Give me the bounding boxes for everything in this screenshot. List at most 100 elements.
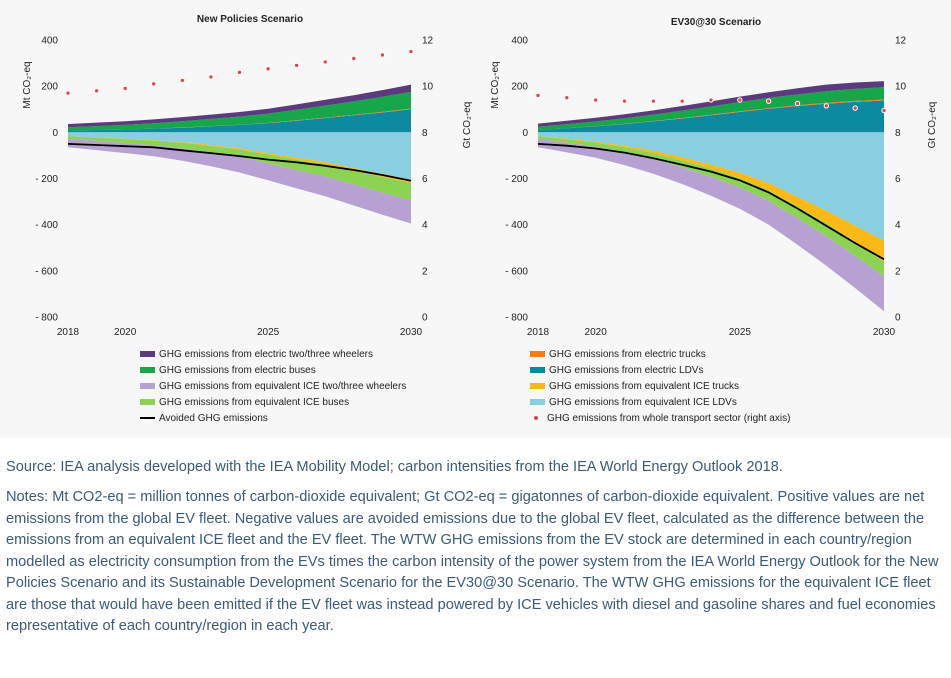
- legend-right-item: GHG emissions from whole transport secto…: [530, 410, 790, 426]
- area-ev-two-three-wheelers: [538, 81, 884, 127]
- y2-tick-label: 4: [422, 220, 428, 231]
- y2-axis-label: Gt CO₂-eq: [927, 102, 938, 149]
- legend-right-item: GHG emissions from equivalent ICE trucks: [530, 378, 790, 394]
- legend-left-swatch: [140, 417, 155, 419]
- x-tick-label: 2025: [729, 327, 752, 338]
- y2-tick-label: 2: [895, 266, 901, 277]
- legend-left-label: GHG emissions from electric two/three wh…: [159, 348, 373, 360]
- transport-dot: [708, 97, 714, 103]
- figure-panel: New Policies Scenario 400 200 0- 200- 400- …: [22, 14, 938, 426]
- transport-dot: [823, 103, 830, 109]
- legend-right-item: GHG emissions from electric LDVs: [530, 362, 790, 378]
- legend-right-swatch: [534, 416, 538, 420]
- legend-right-swatch: [530, 399, 545, 405]
- transport-dot: [650, 98, 657, 104]
- x-tick-label: 2020: [114, 327, 137, 338]
- y2-tick-label: 0: [422, 313, 428, 324]
- y-tick-label: - 400: [505, 220, 528, 231]
- y2-tick-label: 8: [422, 128, 428, 139]
- legend-right-swatch: [530, 383, 545, 389]
- x-tick-label: 2020: [585, 327, 608, 338]
- source-text: Source: IEA analysis developed with the …: [6, 459, 783, 475]
- y2-tick-label: 4: [895, 220, 901, 231]
- y2-tick-label: 12: [422, 36, 434, 47]
- y2-tick-label: 8: [895, 128, 901, 139]
- y2-tick-label: 0: [895, 313, 901, 324]
- legend-left-swatch: [140, 383, 155, 389]
- legend-right-item: GHG emissions from equivalent ICE LDVs: [530, 394, 790, 410]
- transport-dot: [179, 77, 186, 84]
- y-tick-label: - 600: [35, 266, 58, 277]
- transport-dot: [208, 74, 214, 80]
- transport-dot: [236, 69, 243, 76]
- y-tick-label: - 800: [505, 313, 528, 324]
- transport-dot: [65, 90, 71, 96]
- avoided-emissions-line: [537, 143, 885, 261]
- chart-title: New Policies Scenario: [197, 14, 303, 25]
- transport-dot: [621, 98, 628, 104]
- transport-dot: [379, 52, 386, 58]
- transport-dot: [679, 98, 685, 104]
- y2-axis-label: Gt CO₂-eq: [462, 102, 473, 149]
- y-tick-label: - 200: [35, 174, 58, 185]
- legend-right-item: GHG emissions from electric trucks: [530, 346, 790, 362]
- transport-dot: [265, 66, 271, 72]
- legend-left-label: Avoided GHG emissions: [159, 412, 268, 424]
- legend-left-swatch: [140, 367, 155, 373]
- transport-dot: [564, 95, 570, 101]
- transport-dot: [592, 97, 599, 103]
- legend-left-item: GHG emissions from equivalent ICE buses: [140, 394, 406, 410]
- area-ev-buses: [538, 87, 884, 130]
- y-axis-label: Mt CO₂-eq: [490, 61, 501, 108]
- legend-left-label: GHG emissions from electric buses: [159, 364, 316, 376]
- y-tick-label: 200: [41, 82, 58, 93]
- y-tick-label: - 600: [505, 266, 528, 277]
- legend-left-item: Avoided GHG emissions: [140, 410, 406, 426]
- area-ice-ldvs: [538, 132, 884, 241]
- legend-left-swatch: [140, 399, 155, 405]
- y2-tick-label: 6: [422, 174, 428, 185]
- x-tick-label: 2030: [873, 327, 896, 338]
- y-tick-label: 400: [511, 36, 528, 47]
- transport-dot: [93, 88, 100, 94]
- y2-tick-label: 10: [895, 82, 907, 93]
- area-ev-two-three-wheelers: [68, 84, 411, 128]
- y2-tick-label: 10: [422, 82, 434, 93]
- legend-left-item: GHG emissions from electric two/three wh…: [140, 346, 406, 362]
- legend-right-label: GHG emissions from electric trucks: [549, 348, 706, 360]
- legend-left-item: GHG emissions from electric buses: [140, 362, 406, 378]
- transport-dot: [293, 62, 300, 69]
- y2-tick-label: 12: [895, 36, 907, 47]
- area-ice-ldvs: [68, 132, 411, 180]
- legend-left-label: GHG emissions from equivalent ICE buses: [159, 396, 350, 408]
- legend-left-label: GHG emissions from equivalent ICE two/th…: [159, 380, 407, 392]
- transport-dot: [535, 92, 541, 99]
- avoided-emissions-line: [67, 143, 412, 182]
- area-ev-buses: [68, 91, 411, 131]
- y-tick-label: 0: [522, 128, 528, 139]
- legend-left: GHG emissions from electric two/three wh…: [140, 346, 406, 426]
- transport-dot: [151, 81, 157, 87]
- y-tick-label: - 400: [35, 220, 58, 231]
- transport-dot: [322, 59, 328, 65]
- x-tick-label: 2025: [257, 327, 280, 338]
- transport-dot: [122, 85, 128, 92]
- y-axis-label: Mt CO₂-eq: [22, 61, 33, 108]
- notes-text: Notes: Mt CO2-eq = million tonnes of car…: [6, 489, 939, 634]
- area-ice-two-three-wheelers: [68, 139, 411, 224]
- y-tick-label: - 800: [35, 313, 58, 324]
- transport-dot: [794, 100, 801, 107]
- y-tick-label: 200: [511, 82, 528, 93]
- area-ev-ldvs: [538, 100, 884, 133]
- legend-left-swatch: [140, 351, 155, 357]
- chart-title: EV30@30 Scenario: [671, 17, 761, 28]
- legend-right-swatch: [530, 351, 545, 357]
- legend-left-item: GHG emissions from equivalent ICE two/th…: [140, 378, 406, 394]
- area-ev-ldvs: [68, 109, 411, 133]
- chart-new-policies: New Policies Scenario 400 200 0 - 200 - 400 - …: [22, 14, 473, 338]
- legend-right-label: GHG emissions from equivalent ICE trucks: [549, 380, 740, 392]
- legend-right-swatch: [530, 367, 545, 373]
- legend-right-label: GHG emissions from electric LDVs: [549, 364, 704, 376]
- x-tick-label: 2018: [527, 327, 550, 338]
- y2-tick-label: 6: [895, 174, 901, 185]
